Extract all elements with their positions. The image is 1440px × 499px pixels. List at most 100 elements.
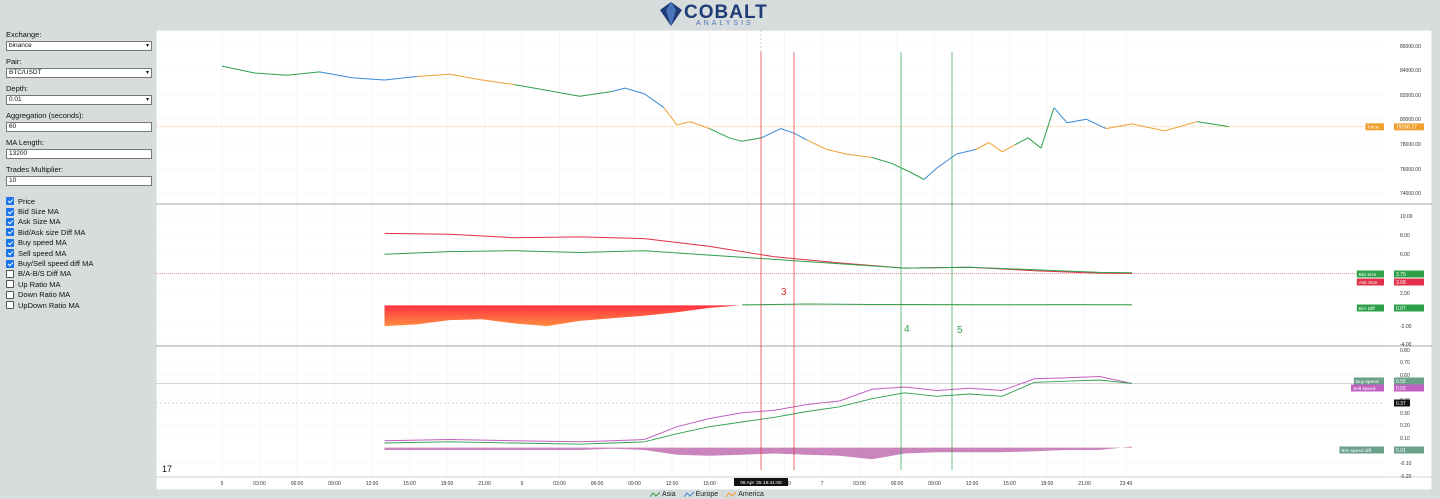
y-tick-label: -2.00 [1400, 324, 1412, 330]
y-tick-label: -0.10 [1400, 461, 1412, 467]
price-line-segment [644, 93, 665, 109]
checkbox-2[interactable] [6, 217, 14, 226]
price-line-segment [806, 139, 827, 150]
checkbox-5[interactable] [6, 249, 14, 258]
checkbox-label: Sell speed MA [18, 248, 67, 258]
price-line-segment [351, 77, 385, 81]
legend-label: America [738, 491, 764, 498]
checkbox-row[interactable]: Down Ratio MA [6, 290, 152, 300]
checkbox-label: Bid/Ask size Diff MA [18, 227, 86, 237]
price-line-segment [780, 128, 795, 134]
price-line-segment [910, 172, 925, 180]
y-tick-label: 78000.00 [1400, 142, 1421, 148]
ma-length-input[interactable]: 13200 [6, 149, 152, 159]
checkbox-row[interactable]: UpDown Ratio MA [6, 300, 152, 310]
sell-speed-name: Sell speed [1353, 386, 1376, 392]
checkbox-6[interactable] [6, 259, 14, 268]
checkbox-label: Price [18, 196, 36, 206]
y-tick-label: 0.70 [1400, 360, 1410, 366]
y-tick-label: 0.80 [1400, 348, 1410, 354]
ba-diff-line [741, 303, 1133, 306]
x-tick-label: 12:00 [666, 481, 679, 487]
checkbox-9[interactable] [6, 290, 14, 299]
crosshair-y-label: 0.37 [1396, 401, 1406, 407]
x-tick-label: 03:00 [853, 481, 866, 487]
crosshair-x-tag [734, 478, 788, 486]
cobalt-logo: COBALT ANALYSIS [660, 2, 780, 28]
price-line-segment [481, 79, 515, 86]
checkbox-0[interactable] [6, 197, 14, 206]
ma-length-field: MA Length: 13200 [6, 138, 152, 159]
ask-size-value-tag [1394, 278, 1424, 286]
multi-pane-chart[interactable]: 5 03:00 06:00 09:00 12:00 15:00 18:00 21:00 6 03:… [155, 29, 1433, 491]
checkbox-row[interactable]: Buy/Sell speed diff MA [6, 258, 152, 268]
ask-size-value: 3.68 [1396, 280, 1406, 286]
checkbox-4[interactable] [6, 238, 14, 247]
y-tick-label: 2.00 [1400, 291, 1410, 297]
price-name: Price [1368, 125, 1379, 131]
checkbox-row[interactable]: Up Ratio MA [6, 279, 152, 289]
x-tick-label: 23:40 [1120, 481, 1133, 487]
price-line-segment [611, 87, 626, 92]
pair-label: Pair: [6, 57, 22, 66]
legend-europe: Europe [683, 491, 718, 498]
checkbox-label: Buy/Sell speed diff MA [18, 259, 94, 269]
x-tick-label: 12:00 [966, 481, 979, 487]
bs-speed-diff-value: 0.01 [1396, 448, 1406, 454]
y-tick-label: -0.20 [1400, 474, 1412, 480]
price-line-segment [1001, 144, 1016, 153]
price-line-segment [936, 153, 957, 169]
price-line-segment [988, 142, 1003, 153]
checkbox-row[interactable]: Bid/Ask size Diff MA [6, 227, 152, 237]
pair-select[interactable]: BTC/USDT ▾ [6, 68, 152, 78]
bid-size-name: Bid Size [1359, 272, 1377, 278]
price-line-segment [826, 148, 847, 155]
x-tick-label: 5 [221, 481, 224, 487]
checkbox-3[interactable] [6, 228, 14, 237]
buy-speed-name: Buy speed [1356, 379, 1379, 385]
checkbox-label: Bid Size MA [18, 207, 59, 217]
checkbox-label: Up Ratio MA [18, 279, 61, 289]
price-line-segment [761, 128, 782, 139]
checkbox-row[interactable]: Ask Size MA [6, 217, 152, 227]
depth-select[interactable]: 0.01 ▾ [6, 95, 152, 105]
exchange-value: binance [9, 42, 32, 49]
checkbox-row[interactable]: B/A-B/S Diff MA [6, 269, 152, 279]
checkbox-row[interactable]: Bid Size MA [6, 206, 152, 216]
checkbox-7[interactable] [6, 269, 14, 278]
checkbox-1[interactable] [6, 207, 14, 216]
checkbox-8[interactable] [6, 280, 14, 289]
y-tick-label: 74000.00 [1400, 191, 1421, 197]
controls-panel: Exchange: binance ▾ Pair: BTC/USDT ▾ Depth… [6, 30, 152, 310]
y-tick-label: 0.20 [1400, 423, 1410, 429]
trades-multiplier-input[interactable]: 10 [6, 176, 152, 186]
aggregation-input[interactable]: 60 [6, 122, 152, 132]
y-tick-label: 82000.00 [1400, 93, 1421, 99]
exchange-select[interactable]: binance ▾ [6, 41, 152, 51]
bs-speed-diff-value-tag [1394, 446, 1424, 454]
legend-label: Asia [662, 491, 676, 498]
y-tick-label: 6.00 [1400, 252, 1410, 258]
crosshair-x-label: 06 Apr '25 18:41:00 [740, 480, 782, 486]
price-line-segment [741, 137, 762, 142]
checkbox-row[interactable]: Price [6, 196, 152, 206]
price-line-segment [624, 87, 645, 95]
checkbox-10[interactable] [6, 301, 14, 310]
aggregation-label: Aggregation (seconds): [6, 111, 84, 120]
session-legend: Asia Europe America [650, 491, 764, 498]
buy-speed-name-tag [1353, 377, 1384, 385]
annotation-3: 3 [781, 287, 787, 298]
tradingview-logo-icon: 17 [162, 464, 172, 474]
checkbox-label: Buy speed MA [18, 238, 67, 248]
ba-diff-value-tag [1394, 304, 1424, 312]
price-line-segment [689, 121, 710, 130]
y-tick-label: 8.00 [1400, 233, 1410, 239]
price-line-segment [319, 71, 353, 79]
checkbox-row[interactable]: Sell speed MA [6, 248, 152, 258]
y-tick-label: 76000.00 [1400, 167, 1421, 173]
x-tick-label: 15:00 [403, 481, 416, 487]
checkbox-row[interactable]: Buy speed MA [6, 238, 152, 248]
price-line-segment [514, 84, 548, 91]
y-tick-label: 10.00 [1400, 214, 1413, 220]
chart-area[interactable]: 5 03:00 06:00 09:00 12:00 15:00 18:00 21:00 6 03:… [155, 29, 1433, 491]
